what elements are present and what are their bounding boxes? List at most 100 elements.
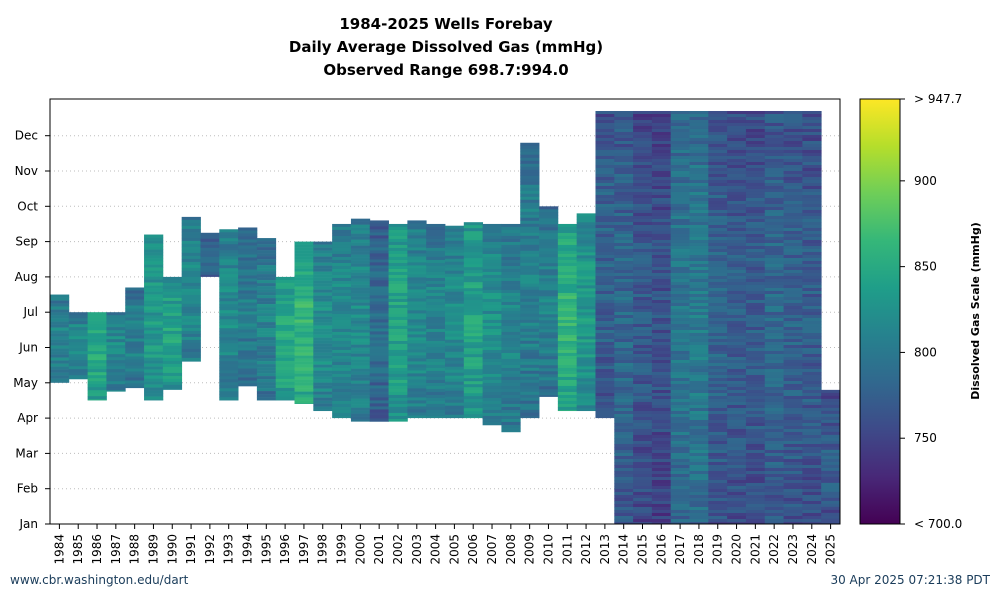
heatmap-cell (294, 304, 314, 308)
heatmap-cell (238, 317, 258, 321)
heatmap-cell (708, 443, 728, 448)
heatmap-cell (557, 256, 578, 261)
heatmap-cell (783, 308, 803, 313)
heatmap-cell (651, 299, 672, 304)
heatmap-cell (388, 271, 408, 276)
heatmap-cell (539, 329, 559, 333)
heatmap-cell (256, 292, 277, 296)
heatmap-cell (87, 363, 107, 367)
heatmap-cell (332, 403, 352, 408)
heatmap-cell (275, 342, 295, 347)
heatmap-cell (783, 410, 803, 415)
heatmap-cell (350, 383, 371, 387)
heatmap-cell (482, 361, 502, 366)
heatmap-cell (539, 305, 559, 309)
heatmap-cell (764, 113, 784, 118)
title-line-2: Daily Average Dissolved Gas (mmHg) (289, 38, 603, 56)
heatmap-cell (764, 440, 784, 445)
heatmap-cell (708, 191, 728, 196)
heatmap-cell (275, 327, 295, 332)
heatmap-cell (595, 173, 615, 178)
heatmap-cell (388, 334, 408, 339)
heatmap-cell (426, 388, 446, 393)
heatmap-cell (388, 295, 408, 300)
heatmap-cell (708, 194, 728, 199)
heatmap-cell (445, 273, 465, 278)
heatmap-cell (332, 307, 352, 312)
heatmap-cell (445, 402, 465, 407)
heatmap-cell (651, 143, 672, 148)
heatmap-cell (200, 235, 220, 240)
heatmap-cell (407, 376, 427, 380)
heatmap-cell (144, 312, 164, 316)
heatmap-cell (144, 363, 164, 367)
heatmap-cell (764, 494, 784, 499)
heatmap-cell (595, 326, 615, 331)
heatmap-cell (219, 271, 239, 275)
heatmap-cell (783, 485, 803, 490)
heatmap-cell (614, 254, 634, 259)
heatmap-cell (595, 203, 615, 208)
heatmap-cell (162, 321, 183, 326)
x-tick-label-1993: 1993 (222, 534, 236, 565)
heatmap-cell (539, 206, 559, 210)
heatmap-cell (407, 238, 427, 242)
heatmap-cell (633, 521, 653, 524)
heatmap-cell (595, 395, 615, 400)
heatmap-cell (557, 376, 578, 381)
heatmap-cell (764, 152, 784, 157)
heatmap-cell (294, 265, 314, 269)
heatmap-cell (106, 366, 126, 370)
heatmap-cell (614, 272, 634, 277)
heatmap-cell (595, 371, 615, 376)
heatmap-cell (162, 351, 183, 356)
heatmap-cell (783, 419, 803, 424)
heatmap-cell (727, 170, 747, 175)
footer-source-link[interactable]: www.cbr.washington.edu/dart (10, 573, 189, 587)
heatmap-cell (256, 253, 277, 257)
heatmap-cell (670, 473, 690, 478)
heatmap-cell (727, 122, 747, 127)
heatmap-cell (802, 134, 822, 139)
heatmap-cell (633, 179, 653, 184)
heatmap-cell (802, 236, 822, 241)
heatmap-cell (407, 391, 427, 395)
heatmap-cell (313, 280, 333, 284)
heatmap-cell (595, 167, 615, 172)
heatmap-cell (745, 125, 766, 130)
heatmap-cell (407, 355, 427, 359)
heatmap-cell (445, 294, 465, 299)
heatmap-cell (557, 265, 578, 270)
x-tick-label-2005: 2005 (447, 534, 461, 565)
heatmap-cell (445, 285, 465, 290)
heatmap-cell (802, 203, 822, 208)
heatmap-cell (802, 269, 822, 274)
heatmap-cell (689, 383, 709, 388)
heatmap-cell (802, 275, 822, 280)
heatmap-cell (727, 290, 747, 295)
heatmap-cell (275, 351, 295, 356)
heatmap-cell (256, 340, 277, 344)
heatmap-cell (783, 407, 803, 412)
heatmap-cell (520, 283, 540, 288)
heatmap-cell (50, 333, 70, 337)
heatmap-cell (745, 377, 766, 382)
heatmap-cell (745, 152, 766, 157)
heatmap-cell (745, 296, 766, 301)
heatmap-cell (501, 280, 521, 285)
heatmap-cell (313, 316, 333, 320)
title-line-1: 1984-2025 Wells Forebay (339, 15, 552, 33)
heatmap-cell (369, 349, 389, 353)
heatmap-cell (463, 351, 484, 355)
year-column-1988 (125, 287, 145, 389)
heatmap-cell (708, 407, 728, 412)
heatmap-cell (651, 326, 672, 331)
heatmap-cell (313, 265, 333, 269)
heatmap-cell (144, 339, 164, 343)
heatmap-cell (557, 304, 578, 309)
heatmap-cell (614, 185, 634, 190)
heatmap-cell (595, 407, 615, 412)
heatmap-cell (651, 233, 672, 238)
heatmap-cell (595, 362, 615, 367)
heatmap-cell (482, 235, 502, 240)
